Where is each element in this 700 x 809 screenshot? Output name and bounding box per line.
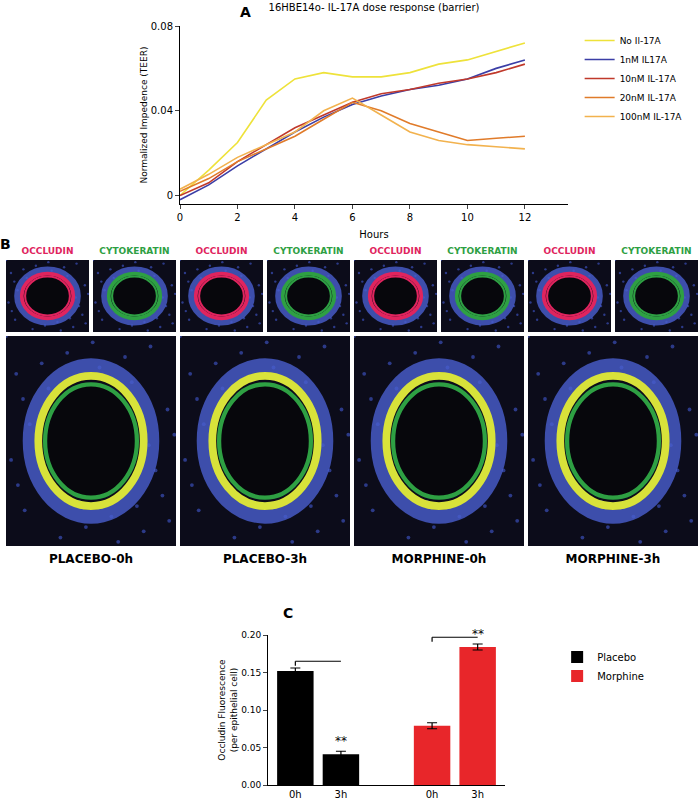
svg-text:10nM IL-17A: 10nM IL-17A bbox=[620, 74, 677, 84]
svg-text:0: 0 bbox=[167, 190, 173, 201]
svg-text:3h: 3h bbox=[335, 789, 348, 800]
svg-text:0.08: 0.08 bbox=[151, 21, 173, 32]
html-text:A: A bbox=[240, 4, 251, 20]
svg-text:0h: 0h bbox=[426, 789, 439, 800]
html-text:CYTOKERATIN: CYTOKERATIN bbox=[99, 246, 170, 256]
svg-text:0.20: 0.20 bbox=[241, 630, 261, 640]
svg-text:2: 2 bbox=[234, 212, 240, 223]
svg-text:Occludin Fluorescence(per epit: Occludin Fluorescence(per epithelial cel… bbox=[217, 659, 239, 761]
html-text:B: B bbox=[0, 236, 11, 252]
html-text:OCCLUDIN: OCCLUDIN bbox=[195, 246, 248, 256]
html-text:OCCLUDIN: OCCLUDIN bbox=[369, 246, 422, 256]
html-text:CYTOKERATIN: CYTOKERATIN bbox=[273, 246, 344, 256]
svg-text:4: 4 bbox=[292, 212, 298, 223]
svg-text:1nM IL17A: 1nM IL17A bbox=[620, 55, 668, 65]
svg-text:0: 0 bbox=[177, 212, 183, 223]
html-text:OCCLUDIN: OCCLUDIN bbox=[543, 246, 596, 256]
html-text:MORPHINE-0h: MORPHINE-0h bbox=[391, 552, 487, 566]
html-text:CYTOKERATIN: CYTOKERATIN bbox=[447, 246, 518, 256]
svg-text:12: 12 bbox=[519, 212, 532, 223]
svg-text:20nM IL-17A: 20nM IL-17A bbox=[620, 93, 677, 103]
svg-text:0.04: 0.04 bbox=[151, 105, 173, 116]
svg-text:8: 8 bbox=[407, 212, 413, 223]
svg-text:**: ** bbox=[335, 734, 347, 748]
html-text:MORPHINE-3h: MORPHINE-3h bbox=[565, 552, 661, 566]
svg-text:No Il-17A: No Il-17A bbox=[620, 36, 662, 46]
svg-text:Placebo: Placebo bbox=[597, 652, 636, 663]
html-text:OCCLUDIN: OCCLUDIN bbox=[21, 246, 74, 256]
html-text:PLACEBO-3h: PLACEBO-3h bbox=[222, 552, 308, 566]
svg-text:0.10: 0.10 bbox=[241, 705, 261, 715]
html-text:CYTOKERATIN: CYTOKERATIN bbox=[621, 246, 692, 256]
html-text:C: C bbox=[283, 605, 294, 621]
svg-text:0.00: 0.00 bbox=[241, 780, 261, 790]
svg-text:3h: 3h bbox=[471, 789, 484, 800]
svg-text:Normalized Impedence (TEER): Normalized Impedence (TEER) bbox=[139, 46, 149, 183]
html-text:PLACEBO-0h: PLACEBO-0h bbox=[48, 552, 134, 566]
svg-text:0.05: 0.05 bbox=[241, 743, 261, 753]
svg-text:10: 10 bbox=[461, 212, 474, 223]
svg-text:0.15: 0.15 bbox=[241, 668, 261, 678]
svg-text:Morphine: Morphine bbox=[597, 671, 644, 682]
svg-text:100nM IL-17A: 100nM IL-17A bbox=[620, 112, 683, 122]
svg-text:**: ** bbox=[472, 627, 484, 641]
svg-text:6: 6 bbox=[349, 212, 355, 223]
svg-text:Hours: Hours bbox=[359, 229, 388, 240]
svg-text:16HBE14o- IL-17A dose response: 16HBE14o- IL-17A dose response (barrier) bbox=[269, 2, 480, 13]
svg-text:0h: 0h bbox=[289, 789, 302, 800]
